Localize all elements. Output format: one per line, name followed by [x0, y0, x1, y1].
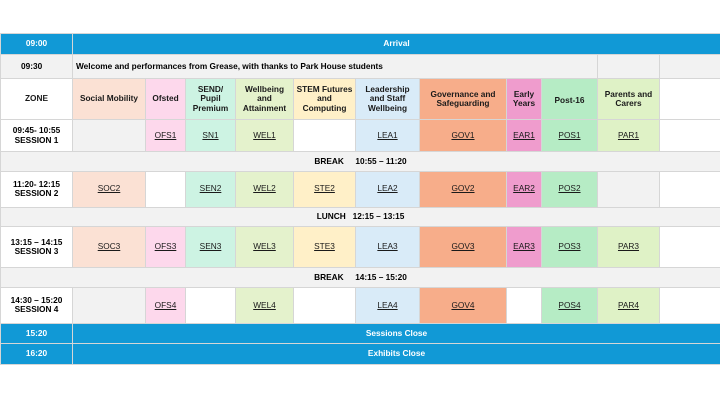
session-link-ofs3[interactable]: OFS3 — [154, 241, 177, 252]
session-name: SESSION 4 — [14, 304, 59, 315]
session-link-pos4[interactable]: POS4 — [558, 299, 581, 310]
sessions-close-row: 15:20 Sessions Close — [0, 322, 720, 345]
session-time: 11:20- 12:15 — [12, 178, 61, 189]
column-header-governance: Governance and Safeguarding — [419, 78, 507, 121]
session-row: 11:20- 12:15 SESSION 2 SOC2 SEN2 WEL2 ST… — [0, 170, 720, 208]
session-row: 13:15 – 14:15 SESSION 3 SOC3 OFS3 SEN3 W… — [0, 226, 720, 269]
sessions-close-label: Sessions Close — [71, 322, 720, 345]
session-link-par3[interactable]: PAR3 — [617, 241, 640, 252]
session-link-pos2[interactable]: POS2 — [558, 183, 581, 194]
arrival-row: 09:00 Arrival — [0, 33, 720, 55]
session-time: 14:30 – 15:20 — [10, 294, 63, 305]
welcome-time: 09:30 — [0, 53, 73, 80]
column-header-social-mobility: Social Mobility — [72, 78, 146, 121]
break-time: 10:55 – 11:20 — [355, 155, 407, 166]
session-link-soc2[interactable]: SOC2 — [97, 183, 121, 194]
session-link-ear3[interactable]: EAR3 — [513, 241, 535, 252]
lunch-label: LUNCH — [316, 211, 346, 222]
break-row: BREAK 10:55 – 11:20 — [0, 151, 720, 172]
session-link-ear2[interactable]: EAR2 — [513, 183, 535, 194]
session-row: 14:30 – 15:20 SESSION 4 OFS4 WEL4 LEA4 G… — [0, 286, 720, 324]
break-label: BREAK — [314, 271, 344, 282]
session-link-pos1[interactable]: POS1 — [558, 129, 581, 140]
arrival-label: Arrival — [71, 33, 720, 55]
session-label: 13:15 – 14:15 SESSION 3 — [0, 226, 73, 269]
session-link-lea4[interactable]: LEA4 — [377, 299, 398, 310]
session-label: 14:30 – 15:20 SESSION 4 — [0, 286, 73, 324]
lunch-time: 12:15 – 13:15 — [352, 211, 405, 222]
zone-header: ZONE — [0, 78, 73, 121]
welcome-row: 09:30 Welcome and performances from Grea… — [0, 53, 720, 80]
column-header-send: SEND/ Pupil Premium — [185, 78, 236, 121]
session-link-ofs4[interactable]: OFS4 — [154, 299, 177, 310]
exhibits-close-time: 16:20 — [0, 343, 73, 365]
zone-header-row: ZONE Social Mobility Ofsted SEND/ Pupil … — [0, 78, 720, 121]
session-link-par1[interactable]: PAR1 — [617, 129, 640, 140]
column-header-early-years: Early Years — [506, 78, 542, 121]
session-link-ofs1[interactable]: OFS1 — [154, 129, 177, 140]
session-link-wel1[interactable]: WEL1 — [253, 129, 276, 140]
session-link-lea2[interactable]: LEA2 — [377, 183, 398, 194]
session-link-par4[interactable]: PAR4 — [617, 299, 640, 310]
column-header-leadership: Leadership and Staff Wellbeing — [355, 78, 420, 121]
session-name: SESSION 2 — [14, 188, 59, 199]
break-label: BREAK — [314, 155, 344, 166]
session-label: 11:20- 12:15 SESSION 2 — [0, 170, 73, 208]
session-time: 13:15 – 14:15 — [10, 236, 63, 247]
column-header-wellbeing: Wellbeing and Attainment — [235, 78, 294, 121]
column-header-post16: Post-16 — [541, 78, 598, 121]
session-name: SESSION 1 — [14, 134, 59, 145]
column-header-parents: Parents and Carers — [597, 78, 660, 121]
sessions-close-time: 15:20 — [0, 322, 73, 345]
session-link-wel4[interactable]: WEL4 — [253, 299, 276, 310]
session-link-ste3[interactable]: STE3 — [314, 241, 335, 252]
session-link-wel2[interactable]: WEL2 — [253, 183, 276, 194]
session-name: SESSION 3 — [14, 246, 59, 257]
arrival-time: 09:00 — [0, 33, 73, 55]
session-row: 09:45- 10:55 SESSION 1 OFS1 SN1 WEL1 LEA… — [0, 119, 720, 153]
column-header-stem: STEM Futures and Computing — [293, 78, 356, 121]
column-header-ofsted: Ofsted — [145, 78, 186, 121]
session-link-gov1[interactable]: GOV1 — [451, 129, 475, 140]
session-link-ste2[interactable]: STE2 — [314, 183, 335, 194]
session-time: 09:45- 10:55 — [12, 125, 61, 136]
welcome-label: Welcome and performances from Grease, wi… — [72, 53, 598, 80]
session-link-lea3[interactable]: LEA3 — [377, 241, 398, 252]
session-link-ear1[interactable]: EAR1 — [513, 129, 535, 140]
session-link-sen3[interactable]: SEN3 — [199, 241, 222, 252]
session-label: 09:45- 10:55 SESSION 1 — [0, 119, 73, 153]
session-link-gov2[interactable]: GOV2 — [451, 183, 475, 194]
session-link-pos3[interactable]: POS3 — [558, 241, 581, 252]
session-link-gov3[interactable]: GOV3 — [451, 241, 475, 252]
break-time: 14:15 – 15:20 — [355, 271, 407, 282]
session-link-sn1[interactable]: SN1 — [202, 129, 219, 140]
session-link-gov4[interactable]: GOV4 — [451, 299, 475, 310]
session-link-wel3[interactable]: WEL3 — [253, 241, 276, 252]
break-row: LUNCH 12:15 – 13:15 — [0, 206, 720, 228]
exhibits-close-row: 16:20 Exhibits Close — [0, 343, 720, 365]
schedule-table: 09:00 Arrival 09:30 Welcome and performa… — [0, 33, 720, 365]
session-link-lea1[interactable]: LEA1 — [377, 129, 398, 140]
session-link-soc3[interactable]: SOC3 — [97, 241, 121, 252]
session-link-sen2[interactable]: SEN2 — [199, 183, 222, 194]
exhibits-close-label: Exhibits Close — [71, 343, 720, 365]
break-row: BREAK 14:15 – 15:20 — [0, 267, 720, 288]
